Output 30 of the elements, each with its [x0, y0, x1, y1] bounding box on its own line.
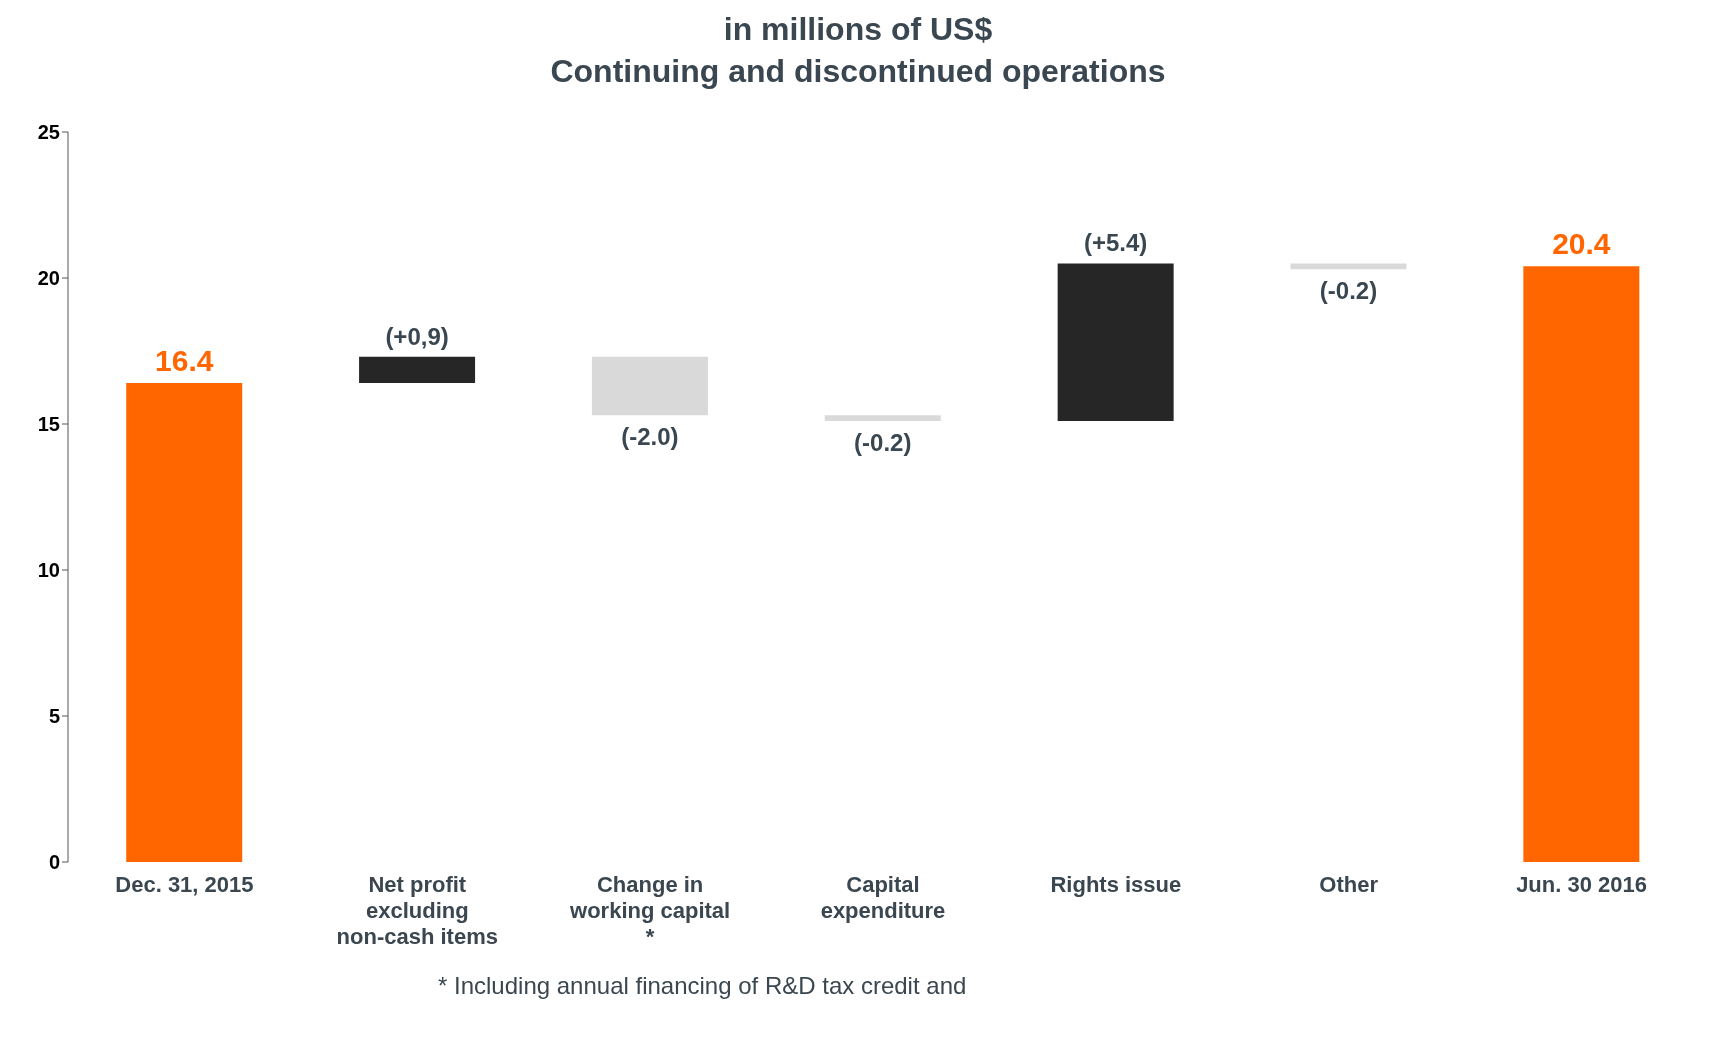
x-tick-label: Dec. 31, 2015	[115, 872, 254, 897]
x-tick-label: Jun. 30 2016	[1516, 872, 1648, 897]
text: * Including annual financing of R&D tax credit and	[438, 972, 968, 1000]
bar	[591, 356, 708, 416]
x-tick-label: Other	[1319, 872, 1379, 897]
data-label: (-0.2)	[1319, 277, 1378, 305]
chart-subtitle: Continuing and discontinued operations	[549, 52, 1167, 91]
x-tick-label: Rights issue	[1050, 872, 1182, 897]
x-tick-label: Capital expenditure	[820, 872, 946, 923]
data-label: (-0.2)	[854, 429, 912, 457]
x-tick-label: Net profit excluding non-cash items	[336, 872, 498, 949]
y-tick-label: 15	[37, 413, 60, 436]
y-tick-label: 5	[48, 705, 60, 728]
data-label: (+0,9)	[385, 322, 449, 350]
bar	[824, 415, 941, 422]
data-label: (+5.4)	[1083, 229, 1148, 257]
data-label: (-2.0)	[621, 423, 679, 451]
y-tick-label: 0	[48, 851, 60, 874]
bar	[359, 356, 476, 384]
y-tick-label: 10	[37, 559, 60, 582]
data-label: 16.4	[155, 344, 214, 378]
chart-title: in millions of US$	[722, 10, 994, 49]
bar	[1290, 263, 1407, 270]
bar	[1057, 263, 1174, 422]
y-tick-label: 25	[37, 121, 60, 144]
y-tick-label: 20	[37, 267, 60, 290]
bar	[1523, 266, 1640, 862]
data-label: 20.4	[1552, 227, 1611, 261]
bar	[126, 383, 243, 862]
x-tick-label: Change in working capital *	[569, 872, 731, 949]
